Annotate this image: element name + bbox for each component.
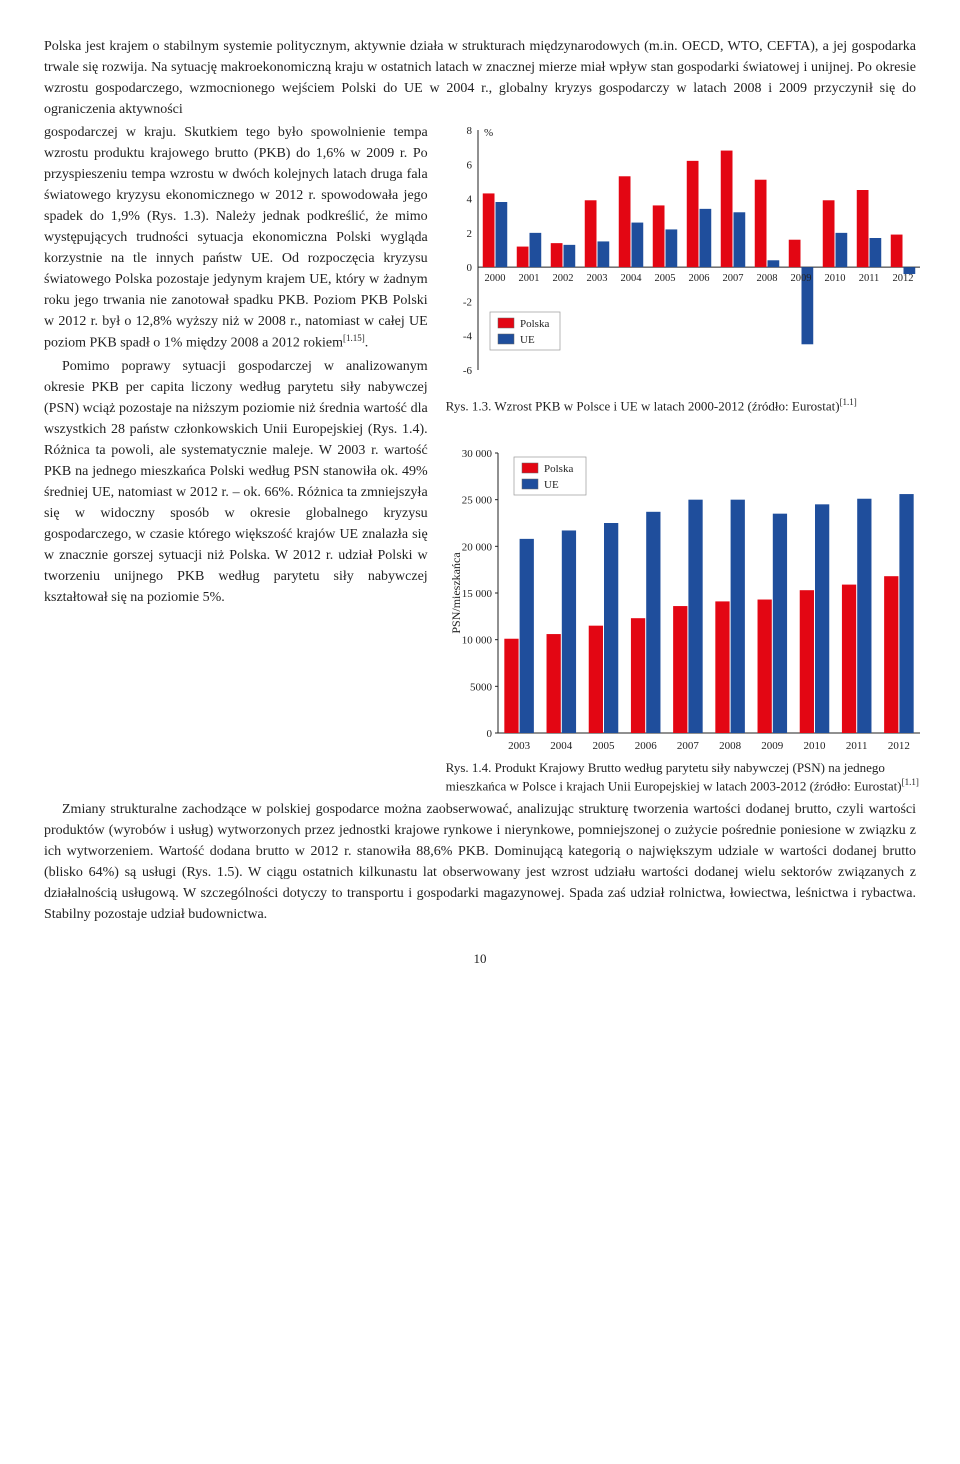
svg-text:2006: 2006 <box>634 740 657 752</box>
svg-text:Polska: Polska <box>520 318 549 330</box>
svg-text:PSN/mieszkańca: PSN/mieszkańca <box>449 552 463 634</box>
chart-2-caption: Rys. 1.4. Produkt Krajowy Brutto według … <box>446 759 926 795</box>
svg-text:2007: 2007 <box>677 740 700 752</box>
svg-text:30 000: 30 000 <box>461 448 492 460</box>
svg-text:2000: 2000 <box>484 273 505 284</box>
svg-text:20 000: 20 000 <box>461 541 492 553</box>
svg-text:2004: 2004 <box>550 740 573 752</box>
svg-text:-2: -2 <box>463 296 472 308</box>
chart-pkb-growth: -6 -4 -2 0 2 4 6 8% 2000 2001 2002 2003 2004 2005 2006… <box>446 122 926 415</box>
svg-text:5000: 5000 <box>470 681 493 693</box>
svg-text:2001: 2001 <box>518 273 539 284</box>
paragraph-top: Polska jest krajem o stabilnym systemie … <box>44 36 916 120</box>
svg-text:2011: 2011 <box>858 273 879 284</box>
chart-pkb-per-capita: 0 5000 10 000 15 000 20 000 25 000 30 000 PSN/m… <box>446 445 926 795</box>
svg-text:2003: 2003 <box>508 740 530 752</box>
svg-text:%: % <box>484 127 493 139</box>
svg-text:UE: UE <box>520 334 535 346</box>
chart-2-svg: 0 5000 10 000 15 000 20 000 25 000 30 000 PSN/m… <box>446 445 926 755</box>
svg-text:6: 6 <box>466 159 472 171</box>
svg-text:4: 4 <box>466 194 472 206</box>
svg-text:2003: 2003 <box>586 273 607 284</box>
svg-text:15 000: 15 000 <box>461 588 492 600</box>
svg-text:2010: 2010 <box>803 740 826 752</box>
svg-text:2012: 2012 <box>892 273 913 284</box>
paragraph-bottom: Zmiany strukturalne zachodzące w polskie… <box>44 799 916 925</box>
svg-text:2010: 2010 <box>824 273 845 284</box>
svg-text:2012: 2012 <box>888 740 910 752</box>
svg-text:25 000: 25 000 <box>461 495 492 507</box>
svg-text:10 000: 10 000 <box>461 635 492 647</box>
svg-text:2008: 2008 <box>719 740 742 752</box>
svg-text:2005: 2005 <box>592 740 615 752</box>
svg-text:2011: 2011 <box>846 740 868 752</box>
svg-text:2004: 2004 <box>620 273 642 284</box>
svg-text:-4: -4 <box>463 331 473 343</box>
page-number: 10 <box>44 949 916 969</box>
svg-text:2009: 2009 <box>790 273 811 284</box>
svg-text:2: 2 <box>466 228 472 240</box>
svg-text:2006: 2006 <box>688 273 709 284</box>
svg-text:-6: -6 <box>463 365 473 377</box>
svg-text:2002: 2002 <box>552 273 573 284</box>
svg-text:8: 8 <box>466 125 472 137</box>
chart-1-svg: -6 -4 -2 0 2 4 6 8% 2000 2001 2002 2003 2004 2005 2006… <box>446 122 926 392</box>
svg-text:2005: 2005 <box>654 273 675 284</box>
svg-text:UE: UE <box>544 479 559 491</box>
paragraph-left-2: Pomimo poprawy sytuacji gospodarczej w a… <box>44 356 428 608</box>
svg-text:0: 0 <box>486 728 492 740</box>
svg-text:2008: 2008 <box>756 273 777 284</box>
svg-text:Polska: Polska <box>544 463 573 475</box>
paragraph-left-1: gospodarczej w kraju. Skutkiem tego było… <box>44 122 428 354</box>
svg-text:0: 0 <box>466 262 472 274</box>
svg-text:2009: 2009 <box>761 740 784 752</box>
svg-text:2007: 2007 <box>722 273 743 284</box>
chart-1-caption: Rys. 1.3. Wzrost PKB w Polsce i UE w lat… <box>446 396 926 415</box>
